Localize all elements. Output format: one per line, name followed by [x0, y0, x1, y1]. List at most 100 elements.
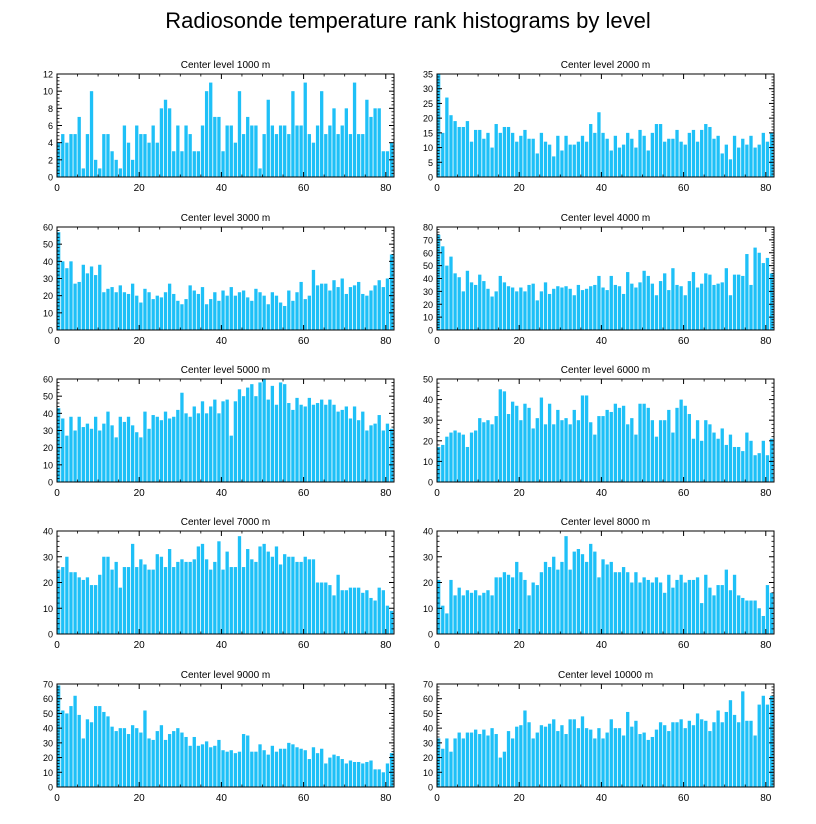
y-tick-label: 20: [43, 578, 53, 588]
histogram-bar: [204, 741, 209, 787]
histogram-bar: [601, 287, 605, 330]
histogram-bar: [320, 399, 324, 482]
histogram-bar: [695, 420, 700, 482]
histogram-bar: [200, 287, 205, 330]
y-tick-label: 30: [423, 738, 433, 748]
histogram-bar: [506, 574, 511, 634]
histogram-bar: [552, 719, 556, 787]
histogram-bar: [568, 719, 572, 787]
histogram-bar: [365, 430, 369, 482]
histogram-bar: [753, 147, 757, 177]
histogram-bar: [270, 745, 275, 787]
histogram-bar: [749, 600, 753, 634]
histogram-bar: [667, 409, 671, 482]
histogram-bar: [634, 434, 638, 482]
histogram-bar: [213, 399, 217, 482]
histogram-bar: [77, 714, 81, 787]
histogram-bar: [344, 406, 348, 482]
histogram-bar: [597, 728, 601, 787]
y-tick-label: 10: [43, 768, 53, 778]
histogram-bar: [98, 168, 102, 177]
histogram-bar: [229, 125, 233, 177]
histogram-bar: [584, 395, 589, 482]
histogram-bar: [560, 420, 564, 482]
histogram-bar: [757, 252, 761, 330]
histogram-bar: [283, 305, 287, 330]
x-tick-label: 20: [514, 336, 526, 347]
histogram-bar: [642, 732, 646, 787]
histogram-bar: [580, 135, 585, 177]
y-tick-label: 30: [43, 552, 53, 562]
y-tick-label: 40: [423, 395, 433, 405]
histogram-bar: [176, 300, 180, 330]
histogram-bar: [307, 295, 312, 330]
histogram-bar: [225, 751, 229, 787]
chart-panel: Center level 10000 m 0 10 20 30 40 50 60 70 0 20 40…: [423, 670, 775, 804]
histogram-bar: [73, 695, 77, 787]
histogram-bar: [188, 285, 192, 330]
y-tick-label: 80: [423, 223, 433, 233]
histogram-bar: [102, 134, 106, 177]
histogram-bar: [139, 134, 143, 177]
histogram-bar: [143, 288, 147, 330]
histogram-bar: [732, 446, 737, 482]
histogram-bar: [295, 561, 299, 634]
histogram-bar: [708, 424, 712, 482]
histogram-bar: [283, 384, 287, 482]
histogram-bar: [634, 147, 638, 177]
histogram-bar: [143, 134, 147, 177]
y-tick-label: 0: [428, 630, 433, 640]
chart-panel: Center level 4000 m 0 10 20 30 40 50 60 70 80 0 20 4…: [423, 213, 775, 347]
histogram-bar: [204, 559, 209, 634]
histogram-bar: [700, 440, 704, 482]
histogram-bar: [344, 763, 348, 787]
histogram-bar: [539, 572, 544, 634]
histogram-bar: [135, 295, 139, 330]
x-tick-label: 0: [54, 183, 60, 194]
histogram-bar: [258, 744, 262, 787]
histogram-bar: [510, 401, 515, 482]
histogram-bar: [490, 147, 494, 177]
x-tick-label: 20: [134, 336, 146, 347]
y-tick-label: 0: [48, 326, 53, 336]
histogram-bar: [114, 731, 118, 787]
histogram-bar: [320, 283, 324, 330]
histogram-bar: [490, 728, 494, 787]
histogram-bar: [539, 725, 544, 787]
histogram-bar: [473, 129, 478, 177]
histogram-bar: [126, 142, 131, 177]
histogram-bar: [172, 731, 176, 787]
histogram-bar: [98, 706, 102, 787]
histogram-bar: [81, 427, 85, 482]
histogram-bar: [527, 722, 531, 787]
histogram-bar: [576, 141, 581, 177]
histogram-bar: [147, 569, 151, 634]
histogram-bar: [385, 151, 390, 177]
x-tick-label: 40: [216, 336, 228, 347]
histogram-bar: [135, 125, 139, 177]
histogram-bar: [580, 716, 585, 787]
histogram-bar: [745, 144, 749, 177]
histogram-bar: [65, 556, 69, 634]
histogram-bar: [650, 283, 655, 330]
histogram-bar: [687, 281, 692, 330]
histogram-bar: [237, 389, 242, 482]
y-tick-label: 20: [43, 291, 53, 301]
histogram-bar: [163, 739, 168, 787]
histogram-bar: [311, 559, 316, 634]
histogram-bar: [728, 590, 733, 634]
histogram-bar: [283, 125, 287, 177]
histogram-bar: [708, 274, 712, 330]
histogram-bar: [720, 428, 724, 482]
histogram-bar: [494, 291, 498, 330]
plot-frame: [436, 683, 775, 788]
histogram-bar: [720, 722, 724, 787]
y-tick-label: 40: [43, 724, 53, 734]
histogram-bar: [200, 401, 205, 482]
histogram-bar: [299, 281, 303, 330]
histogram-bar: [531, 738, 535, 787]
histogram-bar: [510, 738, 515, 787]
y-tick-label: 30: [423, 416, 433, 426]
y-tick-label: 10: [43, 308, 53, 318]
histogram-bar: [671, 268, 675, 330]
